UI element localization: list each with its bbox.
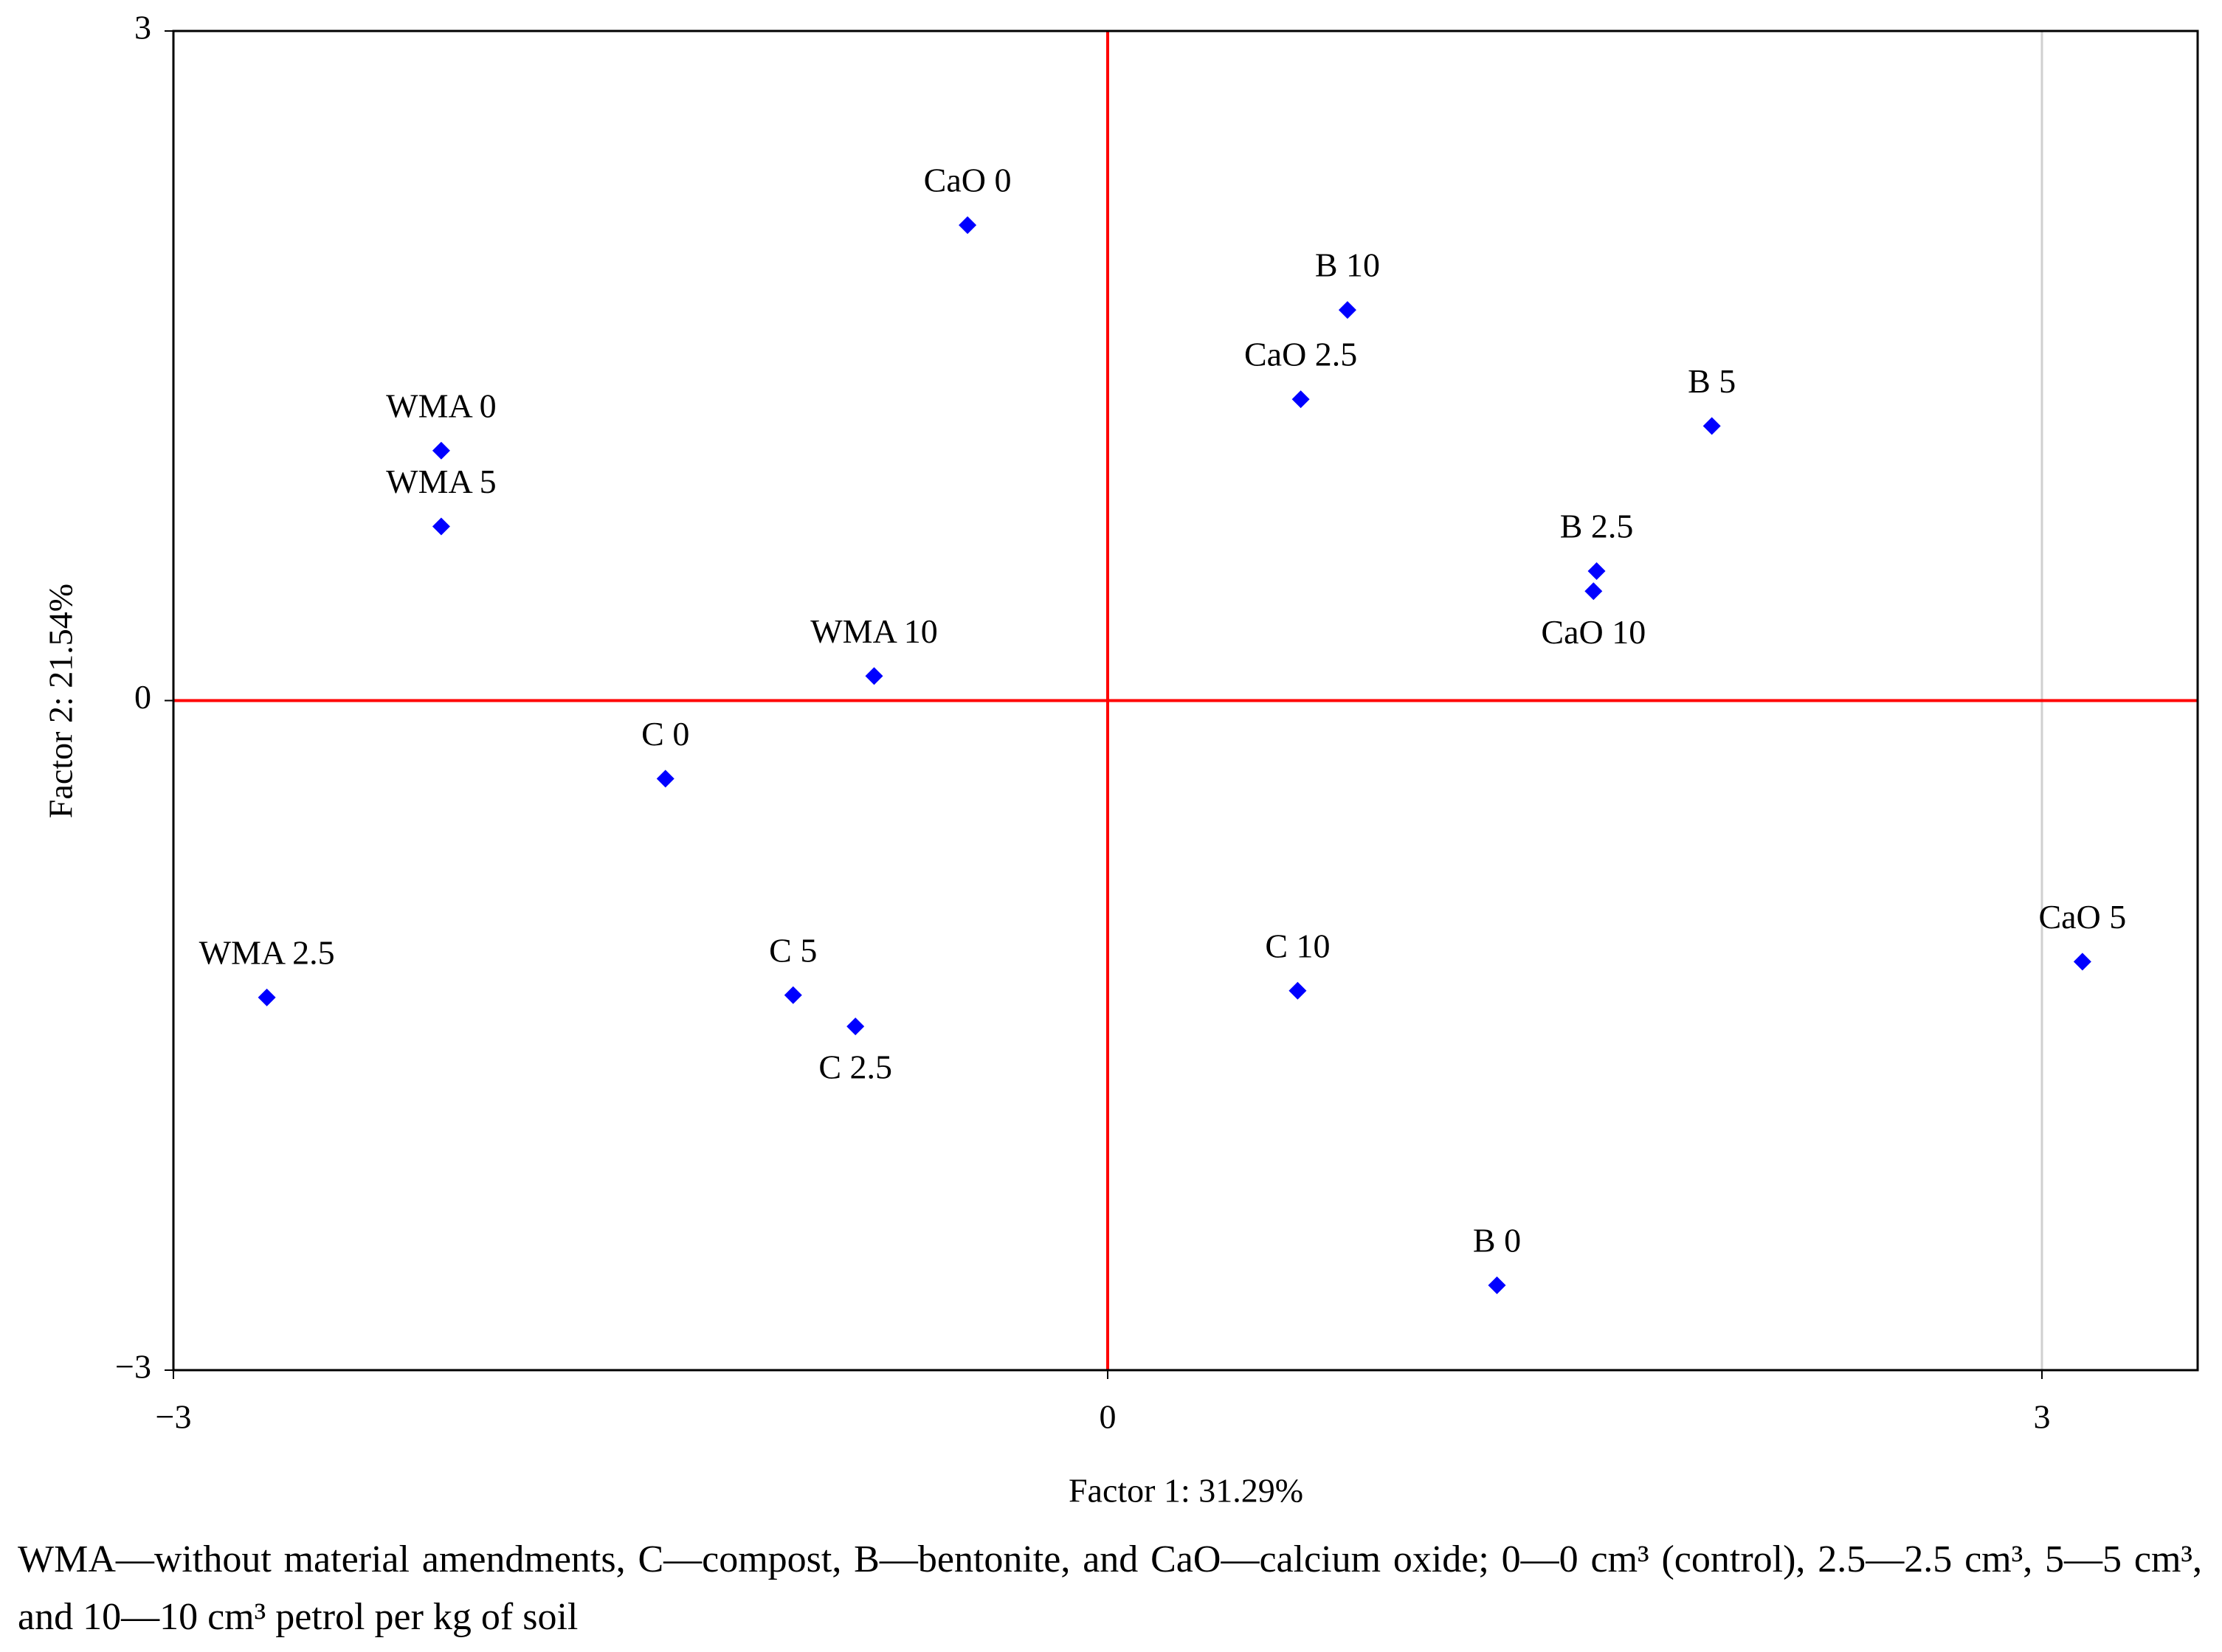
point-label: CaO 2.5: [1244, 336, 1357, 373]
point: [2073, 953, 2091, 971]
point: [1288, 981, 1307, 1000]
point-label: B 2.5: [1560, 508, 1634, 545]
point: [1488, 1276, 1506, 1295]
point: [1702, 417, 1721, 435]
caption: WMA—without material amendments, C—compo…: [18, 1538, 2202, 1638]
point: [784, 986, 802, 1004]
point-label: WMA 0: [386, 387, 497, 424]
point: [1291, 390, 1310, 409]
x-tick-label: 3: [2034, 1398, 2051, 1436]
y-tick-label: 3: [134, 9, 151, 46]
x-axis-title: Factor 1: 31.29%: [1069, 1472, 1303, 1510]
point: [846, 1017, 865, 1036]
point-label: WMA 5: [386, 463, 497, 500]
point-label: B 0: [1473, 1222, 1521, 1259]
point: [959, 216, 977, 235]
point-label: B 5: [1688, 362, 1736, 400]
point: [432, 517, 450, 536]
point-label: B 10: [1315, 246, 1380, 284]
point-label: CaO 5: [2038, 898, 2126, 936]
point-label: C 2.5: [818, 1048, 892, 1086]
x-tick-label: 0: [1100, 1398, 1117, 1436]
point-label: C 0: [641, 715, 689, 753]
point: [1338, 301, 1356, 319]
point-label: CaO 0: [924, 162, 1012, 199]
point-label: WMA 10: [810, 612, 938, 650]
plot-frame: [172, 30, 2199, 1372]
point-label: C 10: [1265, 927, 1330, 964]
point: [258, 988, 276, 1006]
chart: Factor 1: 31.29% Factor 2: 21.54% −3 0 3 −3…: [42, 9, 2199, 1510]
y-axis-title: Factor 2: 21.54%: [42, 584, 80, 818]
y-tick-label: −3: [115, 1348, 151, 1386]
x-tick-label: −3: [156, 1398, 192, 1436]
point: [1587, 562, 1606, 581]
point: [865, 667, 883, 685]
point-label: C 5: [769, 931, 817, 969]
y-tick-label: 0: [134, 678, 151, 716]
point-label: CaO 10: [1541, 613, 1646, 651]
point: [432, 441, 450, 460]
point-label: WMA 2.5: [199, 933, 335, 971]
point: [1584, 582, 1603, 601]
point: [656, 770, 674, 788]
